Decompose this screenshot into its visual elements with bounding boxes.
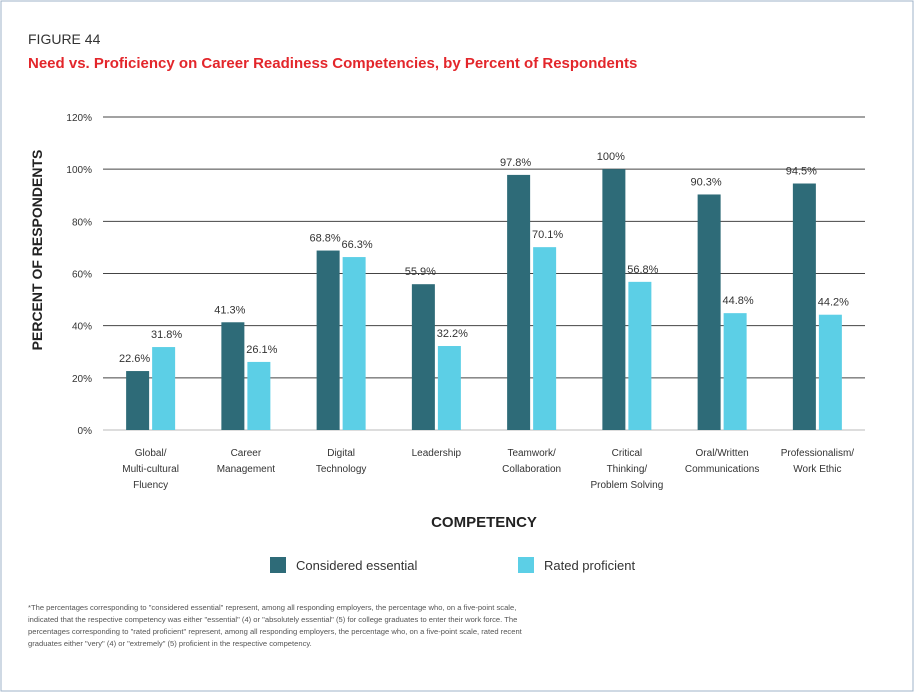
y-axis-label: PERCENT OF RESPONDENTS bbox=[29, 150, 45, 351]
bar bbox=[602, 169, 626, 430]
value-label: 55.9% bbox=[405, 266, 436, 278]
legend-swatch bbox=[518, 557, 534, 573]
value-label: 31.8% bbox=[151, 329, 182, 341]
footnote: indicated that the respective competency… bbox=[28, 615, 517, 624]
bar bbox=[533, 247, 557, 430]
bar bbox=[507, 174, 531, 430]
x-tick-label: Teamwork/Collaboration bbox=[502, 448, 561, 475]
chart-title: Need vs. Proficiency on Career Readiness… bbox=[28, 55, 637, 72]
x-tick-label: Critical Thinking/Problem Solving bbox=[590, 448, 663, 491]
value-label: 100% bbox=[597, 151, 625, 163]
y-tick-label: 20% bbox=[72, 374, 92, 385]
y-tick-label: 40% bbox=[72, 322, 92, 333]
bar bbox=[697, 194, 721, 430]
figure-label: FIGURE 44 bbox=[28, 31, 101, 47]
y-tick-label: 60% bbox=[72, 270, 92, 281]
value-label: 70.1% bbox=[532, 229, 563, 241]
y-tick-label: 120% bbox=[66, 113, 92, 124]
bar bbox=[723, 313, 747, 430]
bar bbox=[247, 361, 271, 430]
bar bbox=[316, 250, 340, 430]
y-tick-label: 100% bbox=[66, 165, 92, 176]
bar bbox=[628, 281, 652, 430]
x-tick-label: Career Management bbox=[217, 448, 276, 475]
value-label: 41.3% bbox=[214, 304, 245, 316]
bar bbox=[152, 347, 176, 430]
bar bbox=[411, 284, 435, 430]
x-tick-label: Digital Technology bbox=[316, 448, 367, 475]
value-label: 44.8% bbox=[723, 295, 754, 307]
value-label: 44.2% bbox=[818, 297, 849, 309]
bar bbox=[818, 314, 842, 430]
value-label: 90.3% bbox=[691, 176, 722, 188]
bar bbox=[221, 322, 245, 430]
value-label: 56.8% bbox=[627, 264, 658, 276]
x-tick-label: Leadership bbox=[412, 448, 462, 459]
legend-label: Rated proficient bbox=[544, 558, 635, 573]
legend-label: Considered essential bbox=[296, 558, 418, 573]
bar bbox=[342, 257, 366, 430]
bar bbox=[126, 371, 150, 430]
x-tick-label: Global/Multi-cultural Fluency bbox=[122, 448, 179, 491]
footnote: percentages corresponding to "rated prof… bbox=[28, 627, 523, 636]
footnote: graduates either "very" (4) or "extremel… bbox=[28, 639, 312, 648]
y-tick-label: 0% bbox=[78, 426, 93, 437]
y-tick-label: 80% bbox=[72, 217, 92, 228]
value-label: 26.1% bbox=[246, 344, 277, 356]
x-tick-label: Oral/Written Communications bbox=[685, 448, 759, 475]
value-label: 22.6% bbox=[119, 353, 150, 365]
bar bbox=[792, 183, 816, 430]
value-label: 94.5% bbox=[786, 166, 817, 178]
x-tick-label: Professionalism/Work Ethic bbox=[781, 448, 855, 475]
value-label: 97.8% bbox=[500, 157, 531, 169]
legend-swatch bbox=[270, 557, 286, 573]
x-axis-label: COMPETENCY bbox=[431, 514, 537, 531]
value-label: 66.3% bbox=[342, 239, 373, 251]
footnote: *The percentages corresponding to "consi… bbox=[28, 603, 516, 612]
value-label: 68.8% bbox=[310, 233, 341, 245]
bar bbox=[437, 346, 461, 430]
value-label: 32.2% bbox=[437, 328, 468, 340]
